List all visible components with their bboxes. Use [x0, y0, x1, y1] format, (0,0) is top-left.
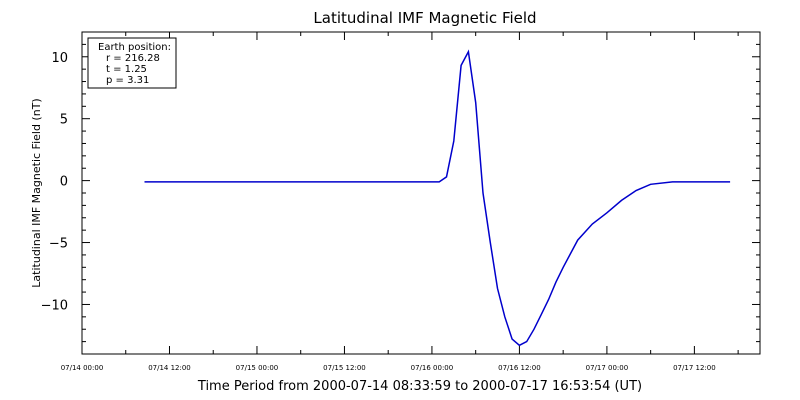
x-tick-label: 07/15 00:00	[236, 364, 279, 372]
y-tick-label: 10	[51, 51, 68, 66]
x-tick-label: 07/15 12:00	[323, 364, 366, 372]
plot-frame	[81, 31, 761, 355]
legend-line-p: p = 3.31	[106, 75, 149, 86]
chart-title: Latitudinal IMF Magnetic Field	[313, 9, 536, 27]
y-tick-label: −5	[49, 237, 68, 252]
series-line	[144, 49, 731, 347]
x-axis: 07/14 00:00 07/14 12:00 07/15 00:00 07/15 1…	[61, 32, 739, 372]
legend-box	[87, 37, 177, 89]
y-tick-label: 0	[60, 175, 68, 190]
y-tick-label: 5	[60, 113, 68, 128]
x-tick-label: 07/16 12:00	[498, 364, 541, 372]
x-tick-label: 07/14 12:00	[148, 364, 191, 372]
x-axis-label: Time Period from 2000-07-14 08:33:59 to …	[197, 379, 642, 394]
legend-line-r: r = 216.28	[106, 53, 160, 64]
y-axis-label: Latitudinal IMF Magnetic Field (nT)	[30, 98, 43, 287]
y-axis: 10 5 0 −5 −10	[41, 31, 760, 355]
legend-heading: Earth position:	[98, 42, 171, 53]
x-tick-label: 07/17 00:00	[586, 364, 629, 372]
x-tick-label: 07/17 12:00	[673, 364, 716, 372]
x-tick-label: 07/14 00:00	[61, 364, 104, 372]
x-tick-label: 07/16 00:00	[411, 364, 454, 372]
legend: Earth position: r = 216.28 t = 1.25 p = …	[87, 37, 177, 89]
y-tick-label: −10	[41, 298, 68, 313]
legend-line-t: t = 1.25	[106, 64, 147, 75]
